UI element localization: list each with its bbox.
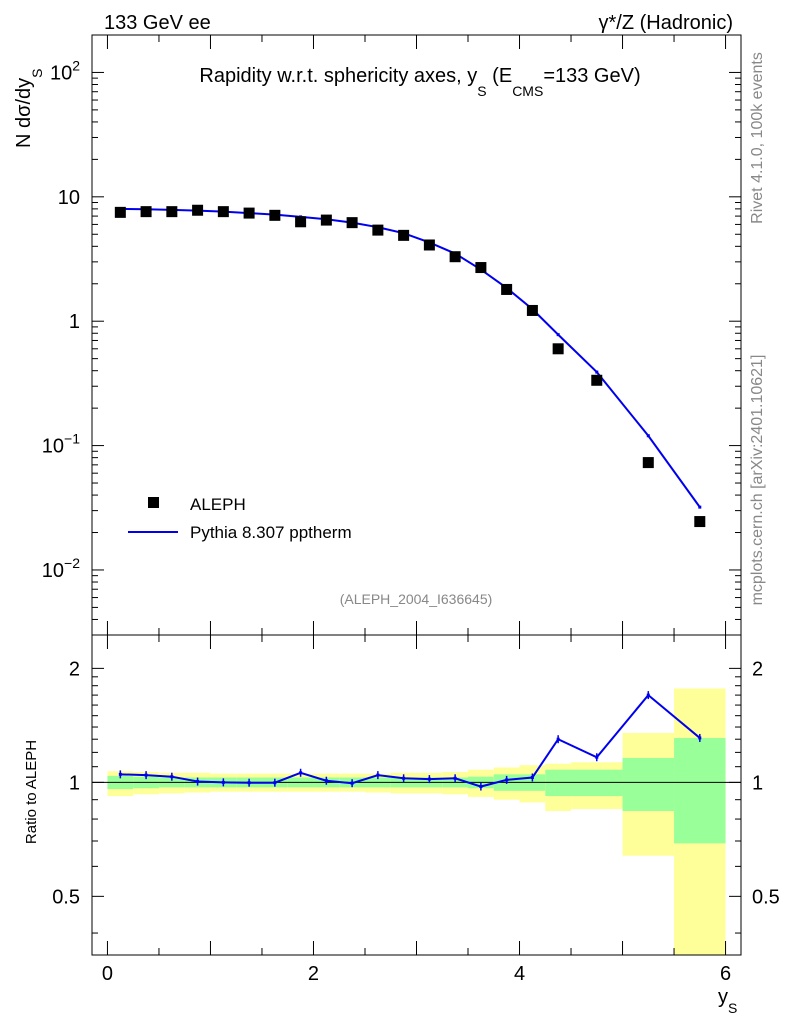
x-tick-label: 4: [514, 963, 525, 985]
ratio-point: [170, 775, 174, 779]
ratio-point: [556, 737, 560, 741]
ratio-point: [453, 776, 457, 780]
aleph-data-point: [114, 206, 126, 218]
ratio-point: [324, 779, 328, 783]
x-tick-label: 0: [102, 963, 113, 985]
aleph-data-point: [591, 374, 603, 386]
pythia-point: [595, 370, 599, 374]
pythia-curve: [120, 207, 701, 508]
pythia-point: [698, 505, 702, 509]
main-plot-panel: Rapidity w.r.t. sphericity axes, yS (ECM…: [13, 34, 742, 636]
aleph-data-point: [526, 304, 538, 316]
aleph-data-point: [346, 217, 358, 229]
ratio-y-axis-label: Ratio to ALEPH: [23, 740, 40, 844]
aleph-data-point: [475, 262, 487, 274]
aleph-data-point: [295, 216, 307, 228]
ratio-y-tick-label: 1: [69, 772, 80, 794]
ratio-point: [350, 781, 354, 785]
aleph-data-point: [552, 343, 564, 355]
ratio-y-tick-label-right: 0.5: [752, 886, 780, 908]
green-uncertainty-band: [674, 737, 726, 844]
ratio-point: [299, 771, 303, 775]
main-y-tick-label: 10−1: [42, 431, 80, 458]
ratio-uncertainty-bands: [107, 688, 726, 955]
ratio-point: [595, 755, 599, 759]
aleph-data-point: [642, 457, 654, 469]
ratio-y-tick-label: 2: [69, 658, 80, 680]
ratio-point: [646, 693, 650, 697]
x-tick-label: 6: [720, 963, 731, 985]
ratio-plot-panel: 0.5 0.5 1 1 2 2 0 2 4 6 Ratio to ALEPH yS: [23, 634, 780, 1016]
aleph-data-point: [320, 214, 332, 226]
aleph-data-point: [398, 229, 410, 241]
aleph-data-point: [372, 224, 384, 236]
legend-aleph-label: ALEPH: [190, 495, 246, 514]
ratio-y-tick-label: 0.5: [52, 886, 80, 908]
aleph-data-point: [501, 283, 513, 295]
plot-title: Rapidity w.r.t. sphericity axes, yS (ECM…: [199, 65, 640, 99]
process-label: γ*/Z (Hadronic): [599, 12, 733, 34]
ratio-point: [698, 736, 702, 740]
ratio-point: [196, 780, 200, 784]
mcplots-credit-label: mcplots.cern.ch [arXiv:2401.10621]: [749, 355, 766, 606]
pythia-point: [646, 434, 650, 438]
aleph-data-point: [243, 207, 255, 219]
green-uncertainty-band: [545, 769, 572, 797]
pythia-point: [556, 333, 560, 337]
ratio-y-tick-label-right: 2: [752, 658, 763, 680]
ratio-point: [273, 781, 277, 785]
main-y-axis-label: N dσ/dyS: [13, 69, 45, 149]
ratio-axis-ticks: 0.5 0.5 1 1 2 2 0 2 4 6: [52, 635, 780, 985]
aleph-data-point: [269, 209, 281, 221]
ratio-point: [247, 781, 251, 785]
legend-aleph-marker: [148, 497, 159, 508]
main-y-tick-label: 10−2: [42, 555, 80, 582]
analysis-id-watermark: (ALEPH_2004_I636645): [340, 591, 493, 607]
rivet-version-label: Rivet 4.1.0, 100k events: [749, 52, 766, 224]
x-tick-label: 2: [308, 963, 319, 985]
legend-pythia-label: Pythia 8.307 pptherm: [190, 523, 352, 542]
energy-label: 133 GeV ee: [104, 12, 211, 34]
x-axis-label: yS: [718, 986, 737, 1016]
ratio-data-series: [118, 691, 702, 791]
legend: ALEPH Pythia 8.307 pptherm: [128, 495, 352, 542]
ratio-point: [402, 776, 406, 780]
main-plot-frame: [91, 34, 742, 636]
green-uncertainty-band: [571, 769, 623, 797]
ratio-plot-frame: [91, 634, 742, 956]
aleph-data-point: [140, 206, 152, 218]
aleph-data-point: [423, 239, 435, 251]
ratio-point: [118, 772, 122, 776]
aleph-data-point: [192, 204, 204, 216]
aleph-data-point: [217, 206, 229, 218]
green-uncertainty-band: [622, 757, 675, 812]
aleph-data-point: [166, 206, 178, 218]
ratio-point: [376, 773, 380, 777]
main-y-tick-label: 102: [50, 57, 80, 84]
aleph-data-point: [449, 251, 461, 263]
aleph-data-point: [694, 516, 706, 528]
ratio-y-tick-label-right: 1: [752, 772, 763, 794]
ratio-point: [427, 777, 431, 781]
main-data-series: [114, 204, 706, 528]
main-y-axis-ticks: 102 10 1 10−1 10−2: [42, 34, 741, 636]
main-y-tick-label: 10: [58, 187, 80, 209]
ratio-point: [221, 780, 225, 784]
ratio-point: [505, 778, 509, 782]
main-y-tick-label: 1: [69, 311, 80, 333]
ratio-point: [530, 775, 534, 779]
ratio-point: [479, 785, 483, 789]
ratio-point: [144, 773, 148, 777]
